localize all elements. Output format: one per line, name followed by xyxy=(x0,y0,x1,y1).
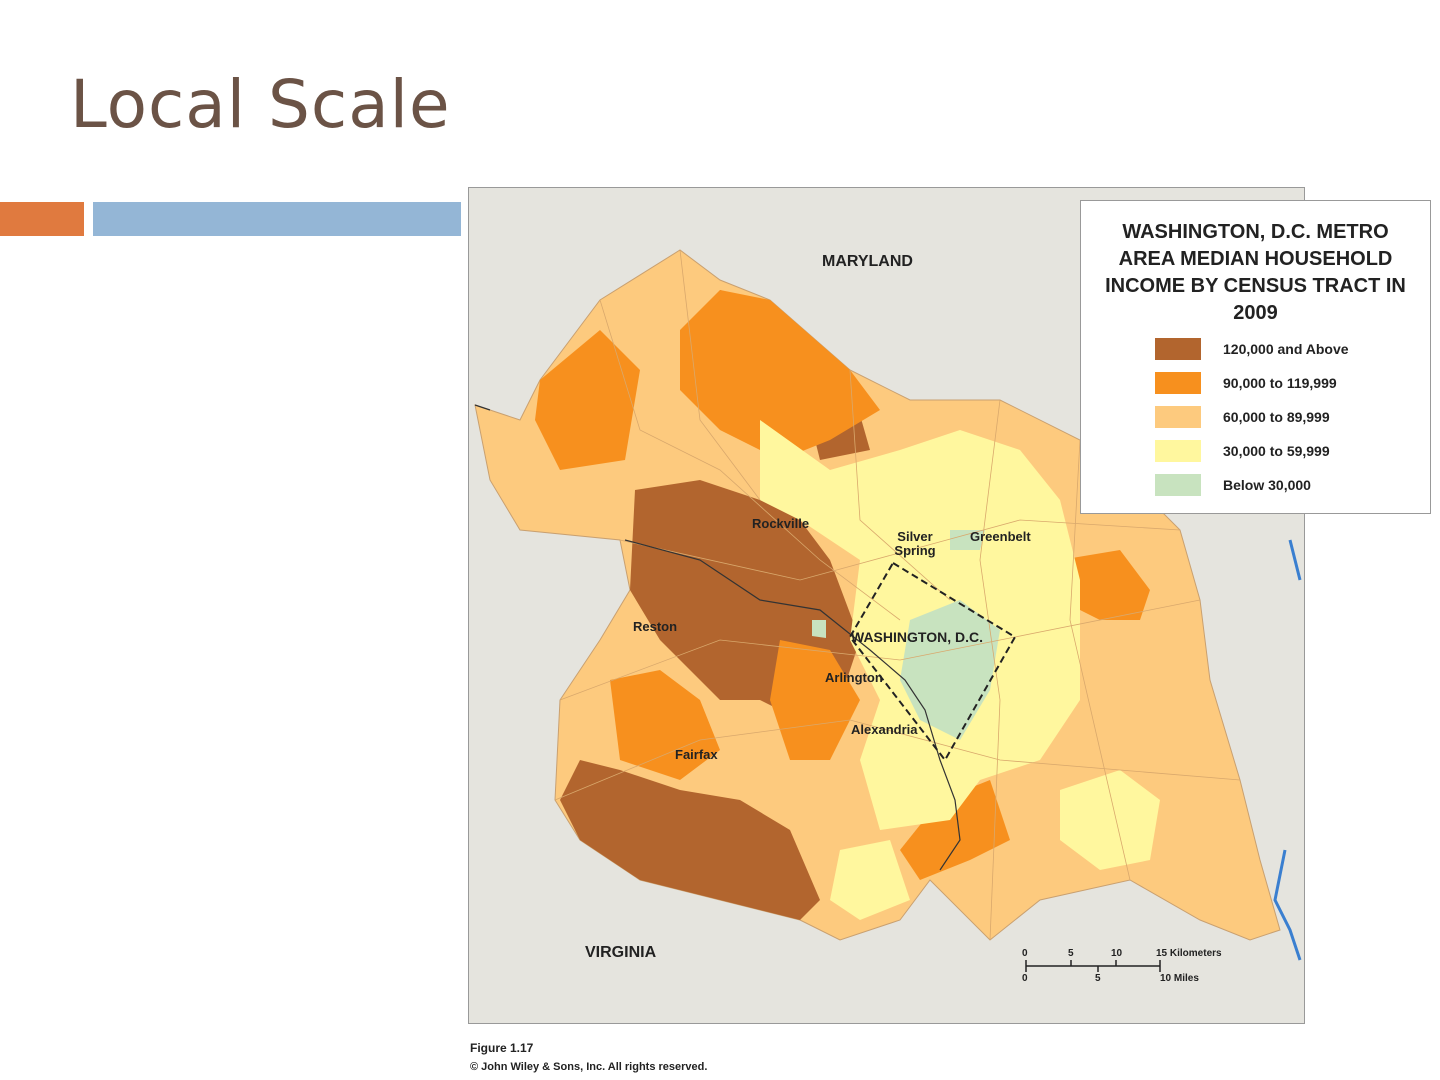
legend-item: 90,000 to 119,999 xyxy=(1155,372,1337,394)
place-label: Arlington xyxy=(825,670,883,685)
place-label: Greenbelt xyxy=(970,529,1031,544)
region xyxy=(535,330,640,470)
region xyxy=(830,840,910,920)
accent-bar xyxy=(0,202,84,236)
region xyxy=(770,640,860,760)
scale-label: 15 Kilometers xyxy=(1156,948,1222,959)
region xyxy=(900,600,1000,740)
place-label: WASHINGTON, D.C. xyxy=(851,629,983,645)
legend-item: 120,000 and Above xyxy=(1155,338,1349,360)
legend-label: 120,000 and Above xyxy=(1223,341,1349,357)
region xyxy=(680,290,880,460)
water xyxy=(1273,539,1302,961)
place-label: Fairfax xyxy=(675,747,718,762)
accent-bar xyxy=(93,202,461,236)
place-label: Reston xyxy=(633,619,678,634)
scale-label: 5 xyxy=(1095,973,1101,984)
legend-label: 60,000 to 89,999 xyxy=(1223,409,1330,425)
region xyxy=(812,620,826,638)
region xyxy=(900,780,1010,880)
scale-label: 10 xyxy=(1111,948,1123,959)
figure-label: Figure 1.17 xyxy=(470,1041,534,1055)
legend-swatch xyxy=(1155,406,1201,428)
region xyxy=(610,670,720,780)
place-label: Silver Spring xyxy=(894,529,936,558)
legend-title: WASHINGTON, D.C. METRO AREA MEDIAN HOUSE… xyxy=(1105,221,1406,324)
legend: WASHINGTON, D.C. METRO AREA MEDIAN HOUSE… xyxy=(1080,200,1431,514)
legend-swatch xyxy=(1155,372,1201,394)
scale-label: 0 xyxy=(1022,948,1028,959)
region xyxy=(815,415,870,460)
region xyxy=(1060,770,1160,870)
legend-item: Below 30,000 xyxy=(1155,474,1311,496)
place-label: Rockville xyxy=(752,516,810,531)
river xyxy=(474,404,961,871)
legend-item: 60,000 to 89,999 xyxy=(1155,406,1330,428)
region xyxy=(560,760,820,920)
state-label: VIRGINIA xyxy=(585,944,657,961)
legend-label: 30,000 to 59,999 xyxy=(1223,443,1330,459)
scale-label: 10 Miles xyxy=(1160,973,1199,984)
state-label: MARYLAND xyxy=(822,253,913,270)
legend-label: Below 30,000 xyxy=(1223,477,1311,493)
copyright: © John Wiley & Sons, Inc. All rights res… xyxy=(470,1061,708,1073)
region xyxy=(950,530,985,550)
dc-boundary xyxy=(848,561,1017,762)
place-label: Alexandria xyxy=(851,722,918,737)
tract-lines xyxy=(554,249,1241,941)
scale-label: 5 xyxy=(1068,948,1074,959)
legend-swatch xyxy=(1155,440,1201,462)
legend-swatch xyxy=(1155,474,1201,496)
legend-swatch xyxy=(1155,338,1201,360)
legend-item: 30,000 to 59,999 xyxy=(1155,440,1330,462)
region xyxy=(1060,550,1150,620)
slide-title: Local Scale xyxy=(70,66,451,143)
scale-label: 0 xyxy=(1022,973,1028,984)
legend-label: 90,000 to 119,999 xyxy=(1223,375,1337,391)
scale-bar xyxy=(1025,960,1161,972)
